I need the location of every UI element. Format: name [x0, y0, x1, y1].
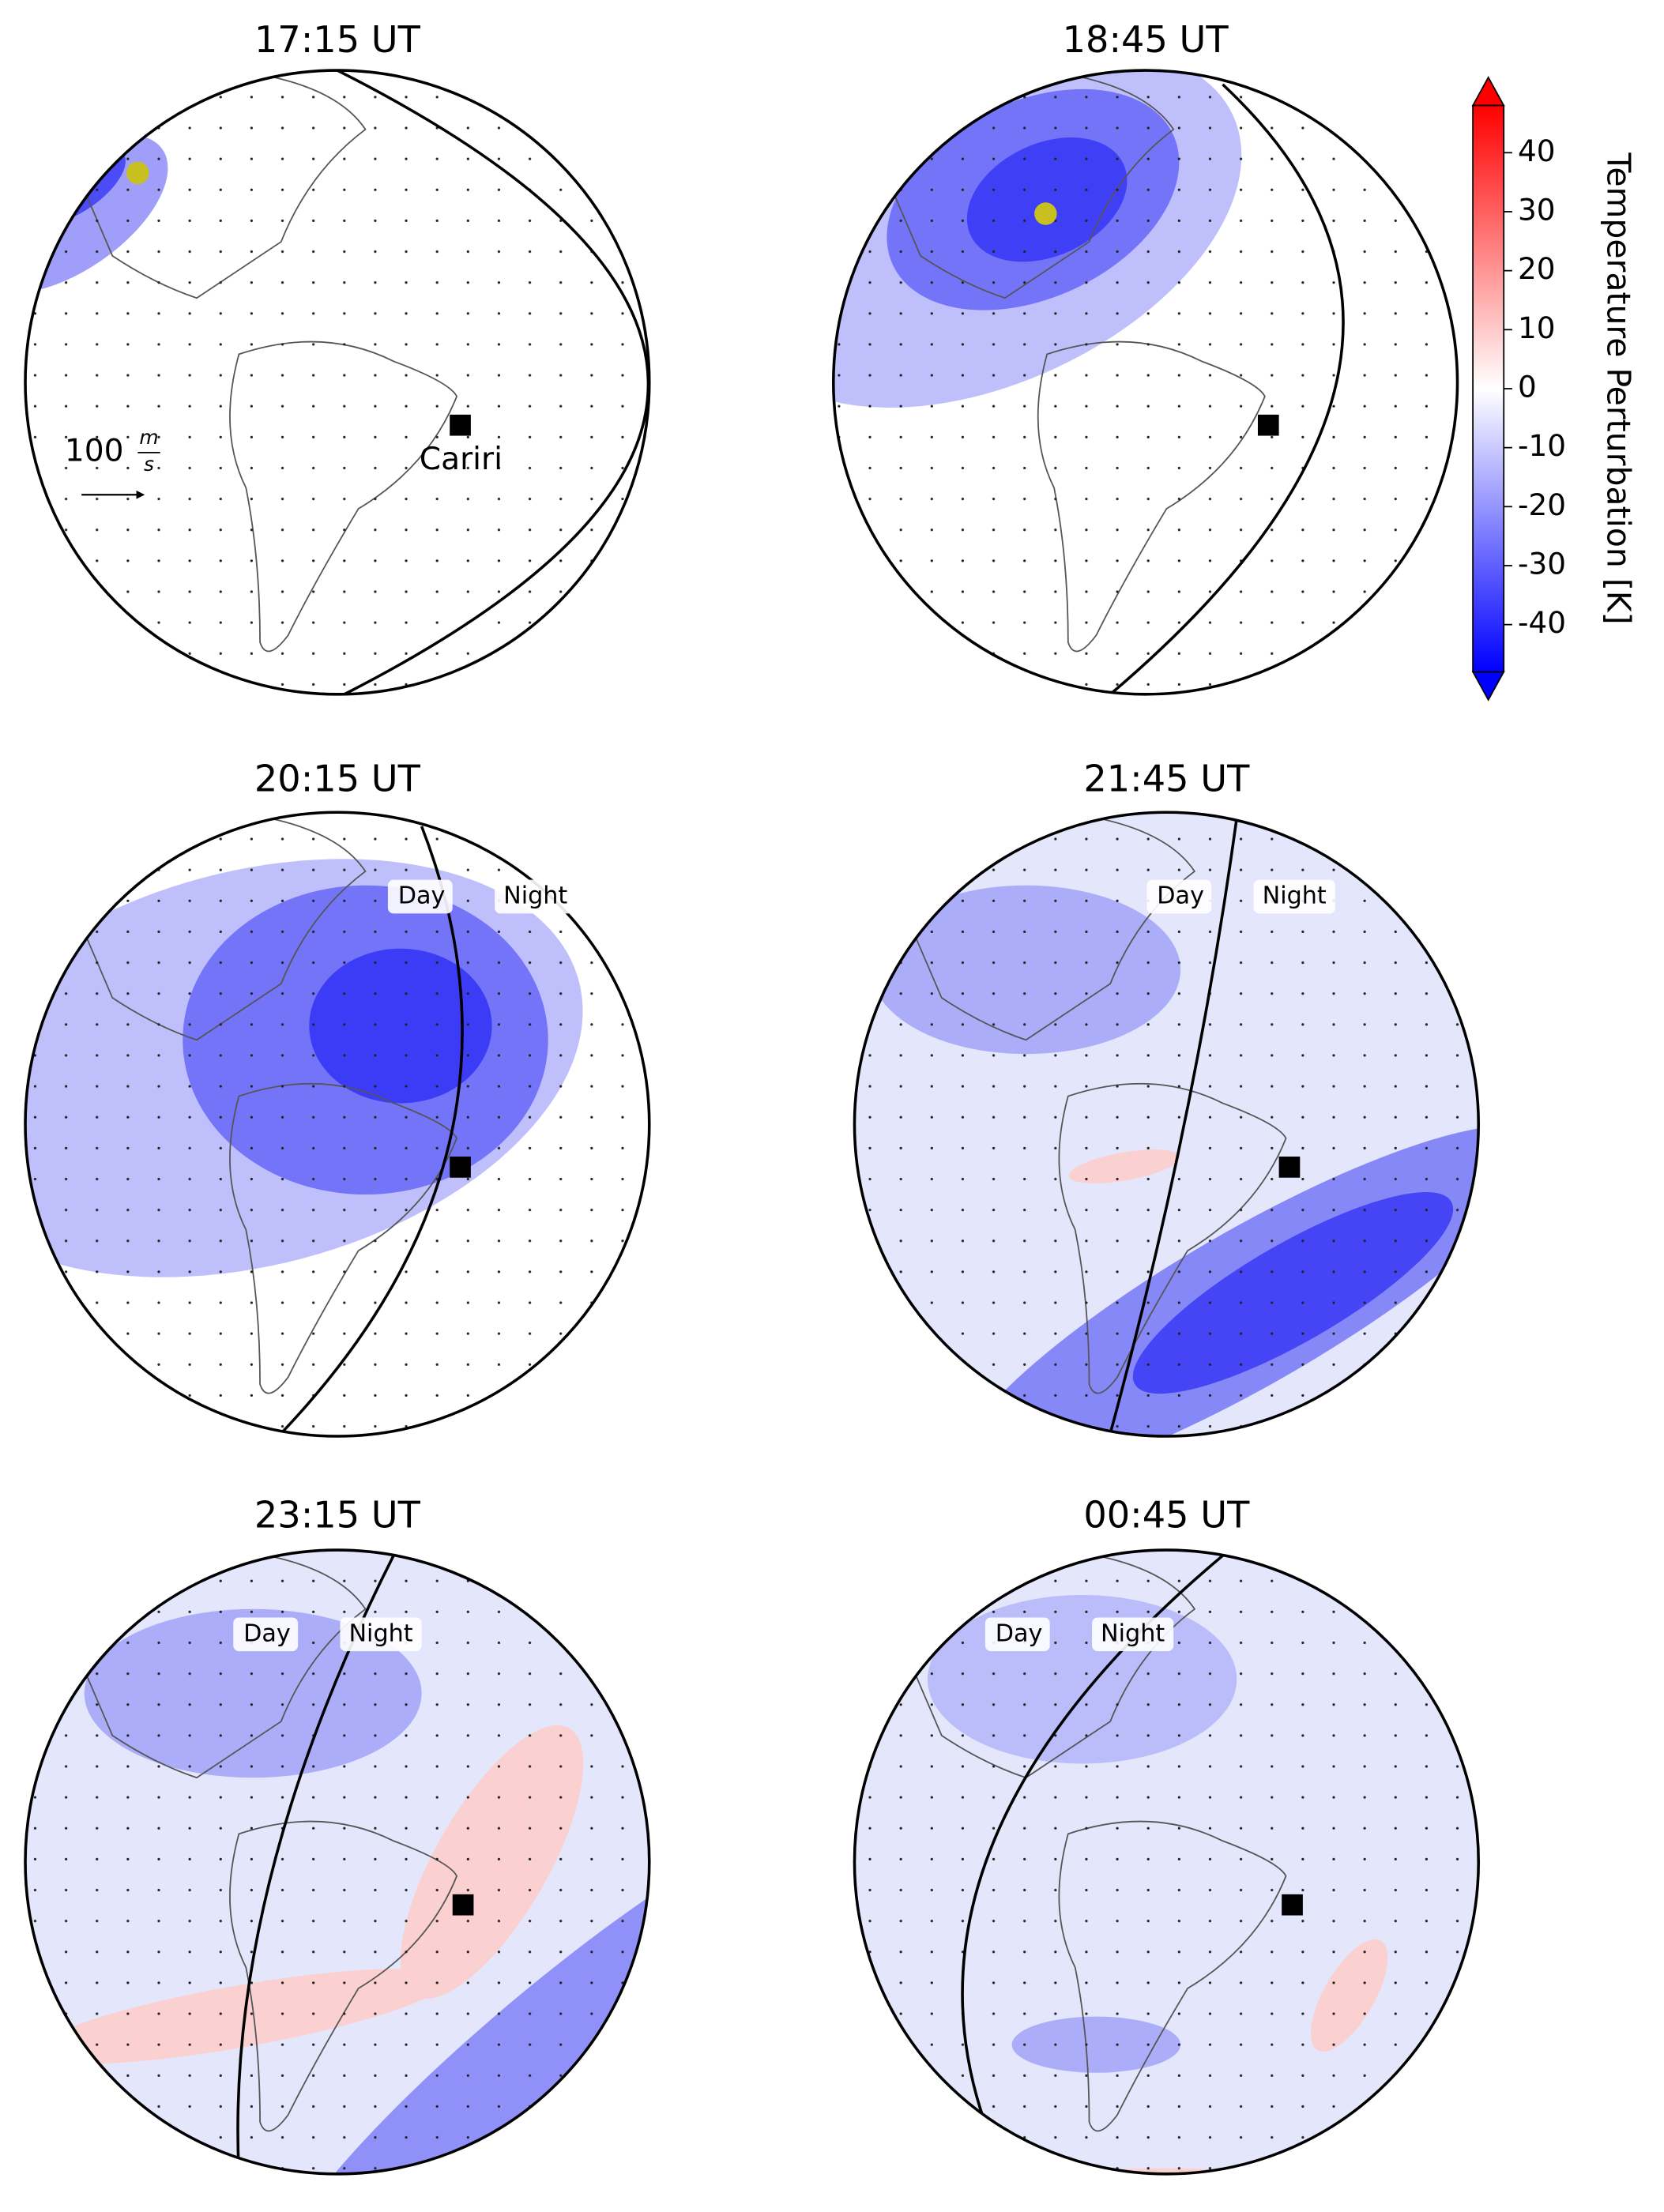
panel-title: 20:15 UT: [254, 758, 421, 800]
panel-title: 23:15 UT: [254, 1494, 421, 1537]
day-label: Day: [243, 1620, 291, 1647]
globe: [25, 812, 649, 1436]
colorbar-tick-label: 30: [1518, 192, 1556, 227]
colorbar-label: Temperature Perturbation [K]: [1600, 152, 1638, 624]
day-label: Day: [996, 1620, 1043, 1647]
scale-arrowhead: [136, 490, 145, 499]
station-label: Cariri: [420, 442, 503, 477]
night-label: Night: [1263, 882, 1327, 909]
colorbar-tick-label: 40: [1518, 134, 1556, 168]
station-marker: [450, 414, 471, 436]
globe-outline: [24, 811, 651, 1438]
wind-grid: [854, 812, 1479, 1436]
label-box: [233, 1617, 299, 1652]
day-label: Day: [1157, 882, 1204, 909]
panel-title: 17:15 UT: [254, 18, 421, 61]
station-marker: [450, 1157, 471, 1178]
colorbar-tick-label: -10: [1518, 428, 1566, 463]
label-box: [495, 879, 577, 914]
label-box: [984, 1617, 1050, 1652]
station-marker: [1278, 1157, 1301, 1178]
globe: [854, 1550, 1479, 2174]
event-marker: [1034, 202, 1057, 225]
colorbar-tick-label: -30: [1518, 546, 1566, 581]
night-label: Night: [348, 1620, 412, 1647]
event-marker: [126, 161, 149, 185]
scale-value: 100: [65, 433, 124, 468]
wind-grid: [833, 70, 1458, 694]
terminator: [1109, 83, 1345, 694]
globe-outline: [24, 69, 651, 696]
colorbar-tick-label: -20: [1518, 487, 1566, 522]
label-box: [340, 1617, 422, 1652]
wind-grid: [25, 1550, 649, 2174]
panel-title: 00:45 UT: [1083, 1494, 1250, 1537]
scale-unit: s: [144, 453, 154, 476]
globe-outline: [853, 1548, 1480, 2176]
label-box: [1146, 879, 1212, 914]
station-marker: [452, 1894, 474, 1916]
globe: [854, 812, 1479, 1436]
day-label: Day: [398, 882, 446, 909]
colorbar-extend: [1471, 76, 1505, 107]
globe: [25, 70, 649, 694]
station-marker: [1282, 1894, 1303, 1916]
label-box: [1092, 1617, 1174, 1652]
wind-grid: [25, 812, 649, 1436]
globe: [25, 1550, 649, 2174]
terminator: [280, 826, 464, 1435]
terminator: [1109, 818, 1239, 1434]
colorbar-tick-label: 10: [1518, 310, 1556, 345]
scale-unit: m: [139, 426, 158, 449]
label-box: [387, 879, 453, 914]
colorbar-tick-label: 20: [1518, 251, 1556, 286]
colorbar: [1472, 104, 1505, 673]
panel-title: 18:45 UT: [1063, 18, 1229, 61]
wind-grid: [854, 1550, 1479, 2174]
label-box: [1253, 879, 1335, 914]
wind-grid: [25, 70, 649, 694]
night-label: Night: [1101, 1620, 1165, 1647]
colorbar-tick-label: -40: [1518, 605, 1566, 640]
colorbar-extend: [1471, 671, 1505, 702]
globe: [833, 70, 1458, 694]
colorbar-tick-label: 0: [1518, 369, 1537, 404]
globe-outline: [832, 69, 1459, 696]
globe-outline: [24, 1548, 651, 2176]
panel-title: 21:45 UT: [1083, 758, 1250, 800]
globe-outline: [853, 811, 1480, 1438]
station-marker: [1257, 414, 1279, 436]
night-label: Night: [503, 882, 567, 909]
